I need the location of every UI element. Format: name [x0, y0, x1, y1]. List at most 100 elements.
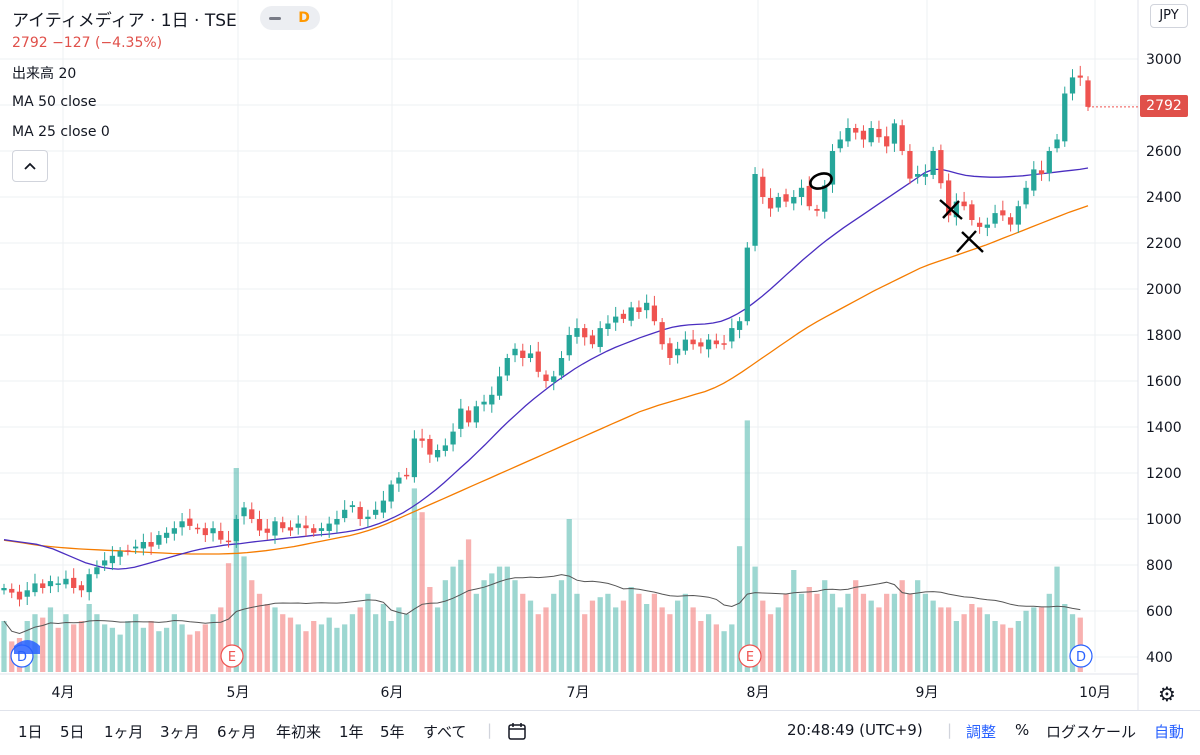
x-tick-label: 5月 [227, 685, 250, 701]
volume-bar [589, 600, 596, 672]
volume-bar [551, 593, 557, 672]
range-1m[interactable]: 1ヶ月 [104, 723, 144, 741]
range-ytd[interactable]: 年初来 [276, 723, 322, 741]
interval-pill[interactable]: D [260, 6, 320, 30]
volume-bar [566, 519, 572, 672]
clock-time[interactable]: 20:48:49 (UTC+9) [787, 721, 923, 739]
currency-label[interactable]: JPY [1150, 4, 1188, 28]
range-1d[interactable]: 1日 [18, 723, 43, 741]
volume-bar [783, 593, 789, 672]
volume-bar [1023, 610, 1029, 672]
volume-bar [496, 566, 503, 672]
volume-bar [1062, 604, 1068, 672]
candle-body [86, 574, 92, 593]
volume-bar [504, 566, 510, 672]
volume-bar [667, 614, 673, 672]
candle-body [1023, 187, 1029, 205]
range-1y[interactable]: 1年 [339, 723, 364, 741]
volume-bar [822, 580, 828, 672]
candle-body [884, 136, 890, 147]
volume-bar [891, 593, 898, 672]
volume-bar [78, 621, 85, 672]
candle-body [9, 588, 15, 593]
event-marker[interactable]: E [738, 644, 762, 668]
y-tick-label: 2400 [1146, 190, 1182, 206]
ma25-line [3, 167, 1089, 570]
toolbar-divider: | [487, 721, 493, 739]
candle-body [311, 528, 317, 533]
candle-body [373, 509, 379, 515]
ma50-line [3, 205, 1089, 555]
candle-body [63, 578, 69, 585]
range-all[interactable]: すべて [423, 723, 467, 741]
volume-bar [241, 556, 247, 672]
price-change: 2792 −127 (−4.35%) [12, 35, 163, 51]
adjust-toggle[interactable]: 調整 [966, 723, 997, 741]
volume-bar [953, 621, 960, 672]
range-5d[interactable]: 5日 [60, 723, 85, 741]
volume-bar [520, 593, 526, 672]
candle-body [210, 528, 216, 534]
auto-scale-toggle[interactable]: 自動 [1154, 723, 1185, 741]
candle-body [194, 527, 201, 530]
volume-bar [791, 570, 797, 672]
volume-bars [1, 420, 1083, 672]
volume-bar [1069, 614, 1076, 672]
volume-bar [349, 614, 356, 672]
volume-bar [628, 587, 634, 672]
log-scale-toggle[interactable]: ログスケール [1046, 723, 1137, 741]
event-marker[interactable]: E [220, 644, 244, 668]
tradingview-logo-icon[interactable] [14, 640, 40, 654]
volume-bar [907, 593, 913, 672]
volume-bar [984, 614, 990, 672]
candle-body [1054, 139, 1060, 149]
candle-body [667, 343, 673, 358]
candle-body [775, 197, 781, 208]
volume-bar [574, 593, 580, 672]
interval-badge[interactable]: D [298, 10, 310, 26]
volume-bar [171, 614, 177, 672]
volume-bar [179, 624, 185, 672]
x-tick-label: 8月 [747, 685, 770, 701]
range-3m[interactable]: 3ヶ月 [160, 723, 200, 741]
volume-bar [868, 600, 874, 672]
settings-gear-icon[interactable]: ⚙ [1158, 682, 1176, 706]
candle-body [721, 343, 727, 345]
volume-bar [156, 631, 162, 672]
candle-body [1085, 80, 1091, 107]
y-tick-label: 1200 [1146, 466, 1182, 482]
candle-body [334, 519, 340, 525]
candle-body [628, 307, 634, 321]
candle-body [504, 358, 510, 376]
candle-body [922, 174, 929, 177]
candle-body [132, 546, 139, 549]
goto-date-icon[interactable] [506, 721, 528, 745]
candle-body [791, 197, 797, 204]
candle-body [644, 302, 650, 311]
volume-bar [311, 621, 317, 672]
candle-body [148, 542, 154, 547]
candle-body [620, 313, 627, 319]
volume-bar [86, 604, 92, 672]
legend-volume[interactable]: 出来高 20 [12, 66, 77, 82]
volume-bar [272, 607, 278, 672]
event-marker[interactable]: D [1069, 644, 1093, 668]
x-tick-label: 9月 [916, 685, 939, 701]
annotation-cross [956, 230, 984, 253]
volume-bar [760, 600, 766, 672]
range-6m[interactable]: 6ヶ月 [217, 723, 257, 741]
collapse-legend-button[interactable] [12, 150, 48, 182]
range-5y[interactable]: 5年 [380, 723, 405, 741]
percent-toggle[interactable]: % [1015, 721, 1030, 739]
candle-body [860, 130, 867, 140]
candle-body [822, 185, 828, 212]
legend-ma25[interactable]: MA 25 close 0 [12, 124, 110, 140]
legend-ma50[interactable]: MA 50 close [12, 94, 97, 110]
volume-bar [148, 621, 154, 672]
candle-body [976, 222, 983, 227]
volume-bar [860, 593, 867, 672]
volume-bar [334, 627, 340, 672]
collapse-minus-icon[interactable] [269, 17, 281, 20]
volume-bar [303, 631, 309, 672]
